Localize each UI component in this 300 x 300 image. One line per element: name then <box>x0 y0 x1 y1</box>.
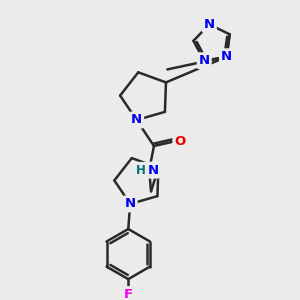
Text: N: N <box>204 18 215 31</box>
Text: N: N <box>124 197 136 210</box>
Text: O: O <box>174 135 186 148</box>
Text: F: F <box>124 288 133 300</box>
Text: N: N <box>199 54 210 67</box>
Text: H: H <box>136 164 146 177</box>
Text: N: N <box>221 50 232 63</box>
Text: N: N <box>147 164 159 177</box>
Text: N: N <box>131 113 142 127</box>
